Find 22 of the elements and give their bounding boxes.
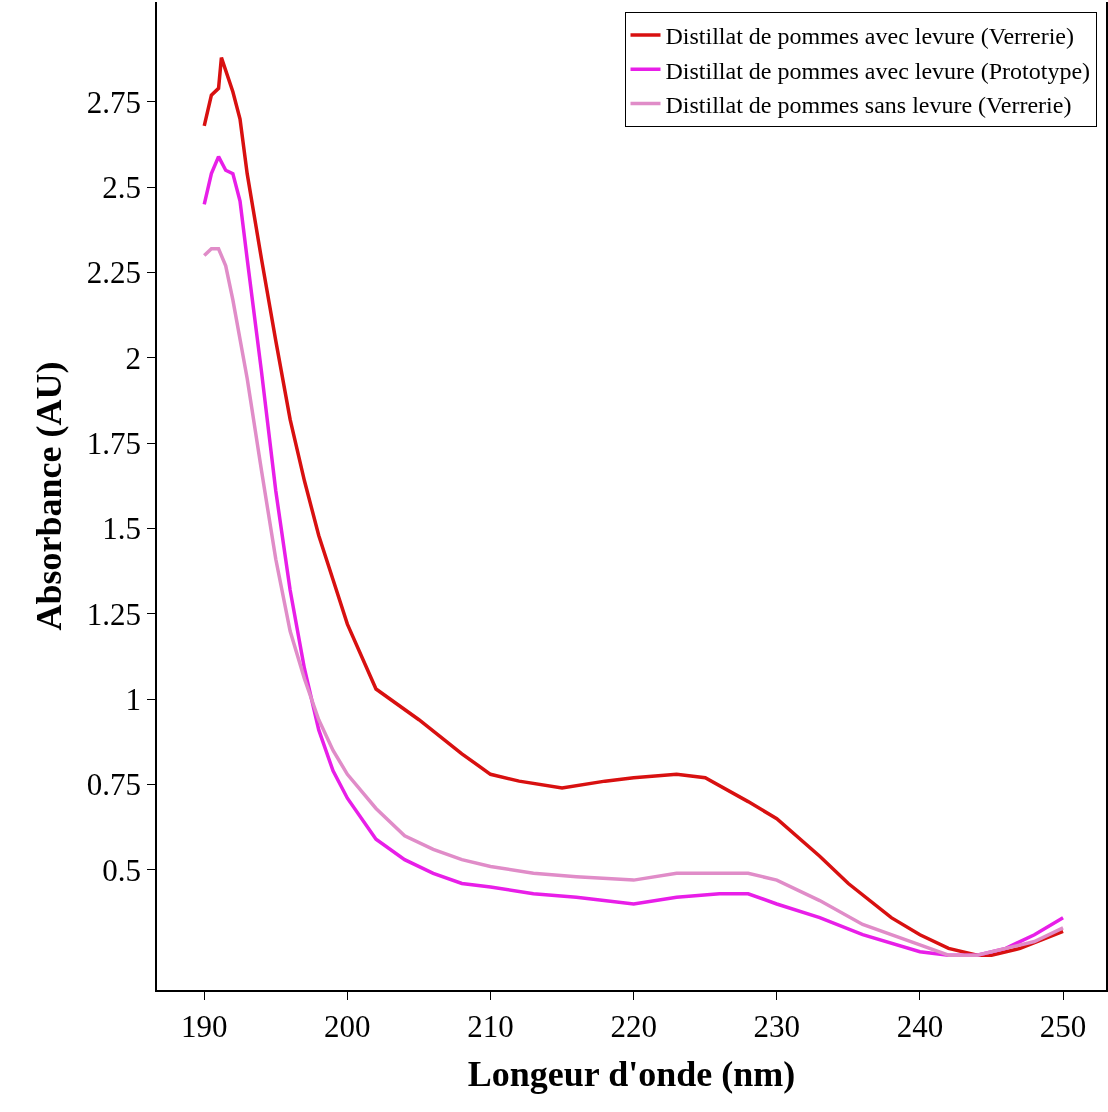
y-tick-label: 2.75	[86, 84, 142, 120]
x-tick-label: 220	[610, 1008, 657, 1044]
y-tick-label: 0.5	[102, 852, 142, 888]
y-tick-label: 2	[125, 340, 142, 376]
x-tick-label: 210	[467, 1008, 514, 1044]
y-tick-label: 2.25	[86, 255, 142, 291]
y-tick-label: 1.5	[102, 511, 142, 547]
x-tick-label: 200	[324, 1008, 371, 1044]
x-tick-label: 230	[753, 1008, 801, 1044]
x-tick-label: 190	[180, 1008, 228, 1044]
x-tick-label: 240	[896, 1008, 944, 1044]
legend-label: Distillat de pommes sans levure (Verrerie)	[665, 91, 1072, 118]
y-axis-title: Absorbance (AU)	[29, 361, 70, 631]
y-tick-label: 1	[125, 682, 142, 718]
y-tick-label: 1.25	[86, 596, 142, 632]
y-tick-label: 1.75	[86, 426, 142, 462]
x-axis-title: Longeur d'onde (nm)	[467, 1054, 796, 1095]
x-tick-label: 250	[1039, 1008, 1087, 1044]
legend-label: Distillat de pommes avec levure (Verrerie)	[665, 23, 1075, 50]
legend-label: Distillat de pommes avec levure (Prototype)	[665, 57, 1091, 84]
y-tick-label: 2.5	[102, 170, 142, 206]
y-tick-label: 0.75	[86, 767, 142, 803]
